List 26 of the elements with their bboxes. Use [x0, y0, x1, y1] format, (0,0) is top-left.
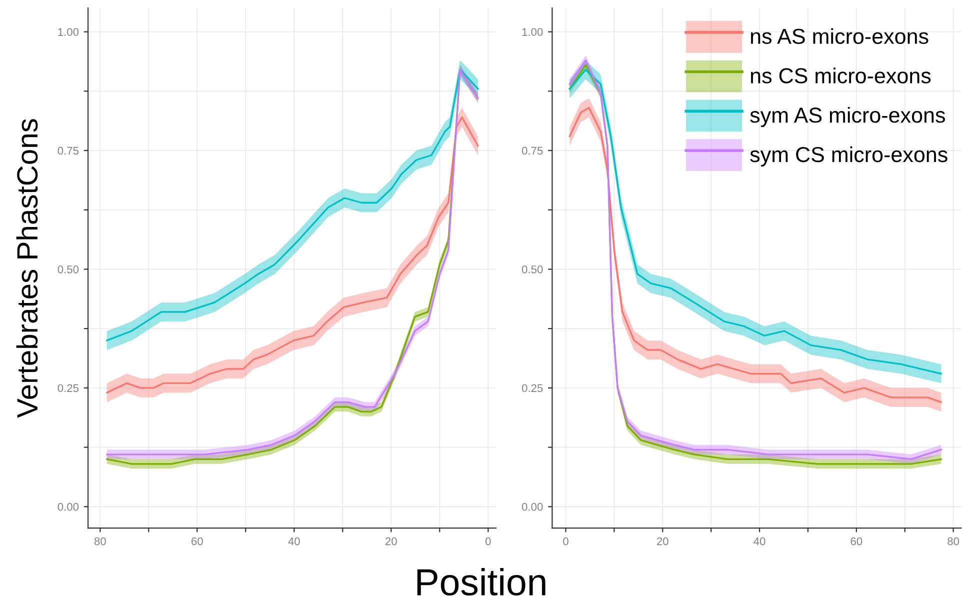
x-axis-title: Position	[417, 568, 546, 596]
x-tick-label: 80	[94, 537, 106, 546]
y-tick-label: 0.00	[58, 502, 79, 511]
x-tick-label: 0	[485, 537, 491, 546]
y-tick-label: 1.00	[522, 28, 543, 36]
x-tick-label: 0	[563, 537, 568, 546]
y-tick-label: 0.25	[58, 384, 79, 392]
x-tick-label: 60	[192, 537, 203, 546]
x-tick-label: 40	[754, 537, 766, 546]
y-tick-label: 0.00	[522, 502, 543, 511]
legend-label: sym CS micro-exons	[750, 146, 948, 166]
legend-label: sym AS micro-exons	[750, 106, 945, 128]
x-tick-label: 20	[657, 537, 668, 546]
y-tick-label: 0.75	[522, 146, 543, 155]
y-tick-label: 0.75	[58, 146, 79, 155]
y-tick-label: 0.25	[522, 384, 543, 392]
y-tick-label: 1.00	[58, 28, 79, 36]
y-axis-title: Vertebrates PhastCons	[16, 119, 38, 418]
x-tick-label: 40	[288, 537, 300, 546]
x-tick-label: 20	[386, 537, 397, 546]
y-tick-label: 0.50	[58, 265, 79, 274]
y-tick-label: 0.50	[522, 265, 543, 274]
x-tick-label: 60	[850, 537, 862, 546]
x-tick-label: 80	[948, 537, 960, 546]
legend-label: ns CS micro-exons	[750, 68, 931, 84]
legend-label: ns AS micro-exons	[750, 28, 928, 44]
